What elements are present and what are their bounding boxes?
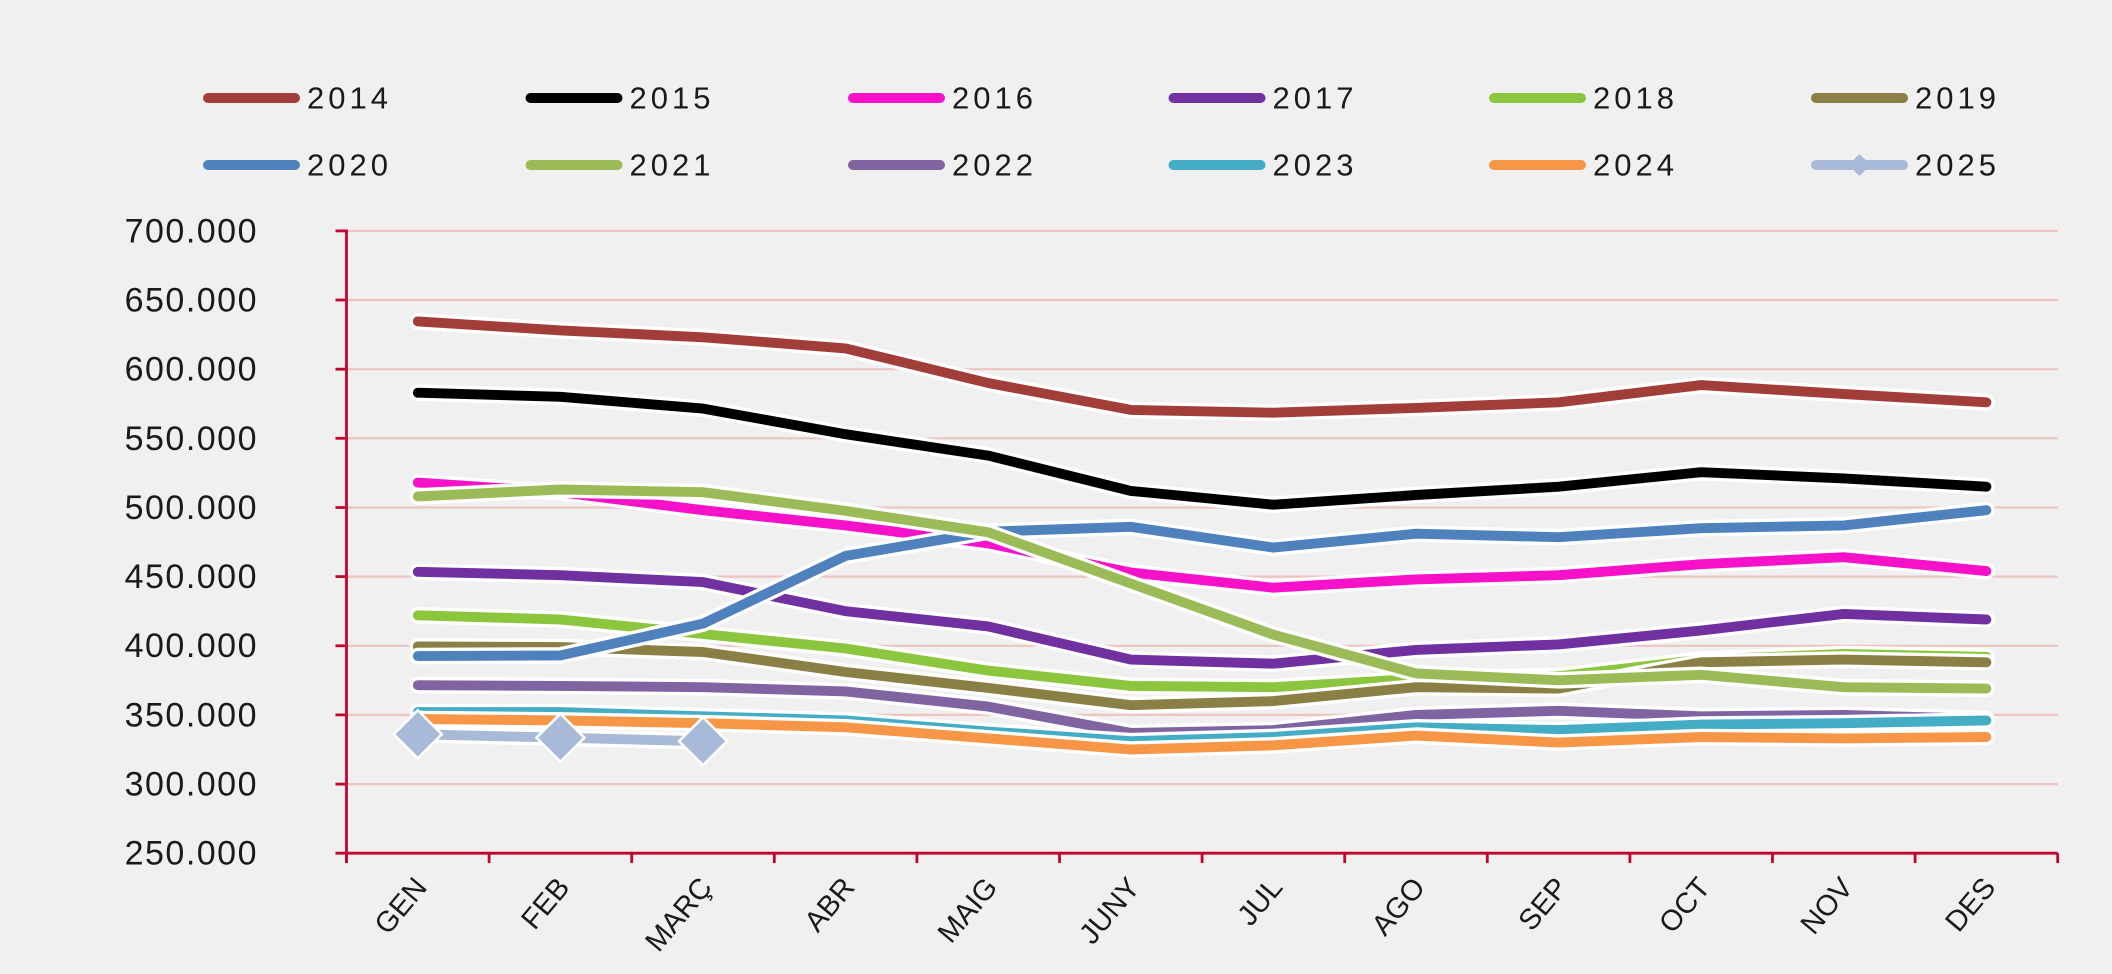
svg-text:350.000: 350.000 — [125, 696, 258, 734]
svg-text:550.000: 550.000 — [125, 420, 258, 458]
svg-text:2015: 2015 — [630, 81, 715, 116]
svg-text:300.000: 300.000 — [125, 766, 258, 804]
svg-text:2017: 2017 — [1273, 81, 1358, 116]
svg-text:2019: 2019 — [1915, 81, 2000, 116]
svg-text:2018: 2018 — [1593, 81, 1678, 116]
svg-text:500.000: 500.000 — [125, 489, 258, 527]
svg-text:400.000: 400.000 — [125, 627, 258, 665]
svg-text:2022: 2022 — [952, 148, 1037, 183]
svg-text:2024: 2024 — [1593, 148, 1678, 183]
svg-text:650.000: 650.000 — [125, 282, 258, 320]
svg-text:600.000: 600.000 — [125, 351, 258, 389]
svg-text:2025: 2025 — [1915, 148, 2000, 183]
svg-text:2020: 2020 — [307, 148, 392, 183]
svg-text:250.000: 250.000 — [125, 835, 258, 873]
svg-text:2014: 2014 — [307, 81, 392, 116]
svg-text:2023: 2023 — [1273, 148, 1358, 183]
svg-text:450.000: 450.000 — [125, 558, 258, 596]
svg-text:2016: 2016 — [952, 81, 1037, 116]
svg-text:700.000: 700.000 — [125, 212, 258, 250]
svg-text:2021: 2021 — [630, 148, 715, 183]
